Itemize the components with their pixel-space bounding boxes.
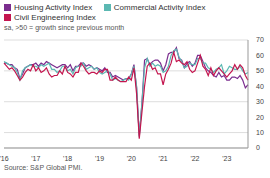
html-text:Commercial Activity Index: Commercial Activity Index bbox=[113, 3, 206, 12]
svg-text:10: 10 bbox=[256, 129, 262, 136]
svg-text:'23: '23 bbox=[222, 155, 231, 162]
html-text:Civil Engineering Index: Civil Engineering Index bbox=[14, 13, 96, 22]
svg-text:'18: '18 bbox=[63, 155, 72, 162]
svg-text:'21: '21 bbox=[159, 155, 168, 162]
svg-text:'22: '22 bbox=[190, 155, 199, 162]
svg-text:20: 20 bbox=[256, 114, 262, 121]
svg-text:30: 30 bbox=[256, 98, 262, 105]
svg-text:40: 40 bbox=[256, 83, 262, 90]
svg-text:'17: '17 bbox=[31, 155, 40, 162]
svg-text:'19: '19 bbox=[95, 155, 104, 162]
html-text:Source: S&P Global PMI.: Source: S&P Global PMI. bbox=[4, 164, 83, 171]
svg-text:'20: '20 bbox=[127, 155, 136, 162]
html-text:sa, >50 = growth since previou: sa, >50 = growth since previous month bbox=[4, 24, 125, 31]
svg-text:50: 50 bbox=[256, 67, 262, 74]
html-text:Housing Activity Index: Housing Activity Index bbox=[14, 3, 93, 12]
svg-text:60: 60 bbox=[256, 52, 262, 59]
svg-text:70: 70 bbox=[256, 36, 262, 43]
svg-text:'16: '16 bbox=[8, 155, 9, 162]
svg-text:0: 0 bbox=[256, 144, 260, 151]
